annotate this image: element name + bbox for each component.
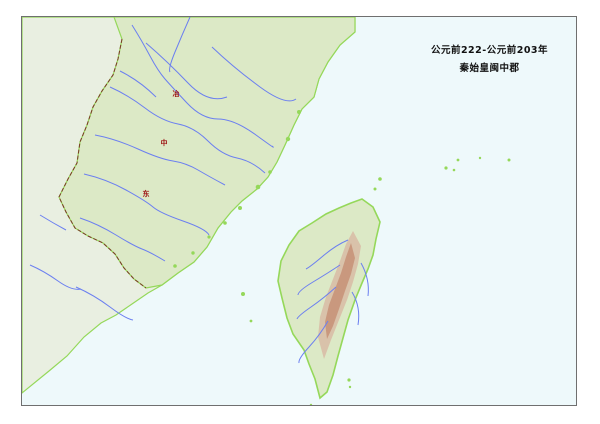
marker-ye: 冶 — [172, 90, 180, 98]
taiwan-rivers — [296, 239, 369, 364]
coastal-islands — [173, 110, 301, 323]
taiwan-ridge — [325, 243, 355, 339]
marker-dong: 东 — [142, 190, 150, 198]
map-title-years: 公元前222-公元前203年 — [430, 45, 549, 56]
map-title-block: 公元前222-公元前203年 秦始皇闽中郡 — [422, 42, 557, 78]
minzhong-region — [58, 17, 356, 289]
eastern-islets — [309, 156, 511, 405]
map-title-commandery: 秦始皇闽中郡 — [459, 63, 520, 74]
map-canvas — [22, 17, 576, 405]
mainland-rivers — [29, 17, 297, 321]
map-frame: 公元前222-公元前203年 秦始皇闽中郡 冶 中 东 — [21, 16, 577, 406]
marker-zhong: 中 — [160, 139, 168, 147]
